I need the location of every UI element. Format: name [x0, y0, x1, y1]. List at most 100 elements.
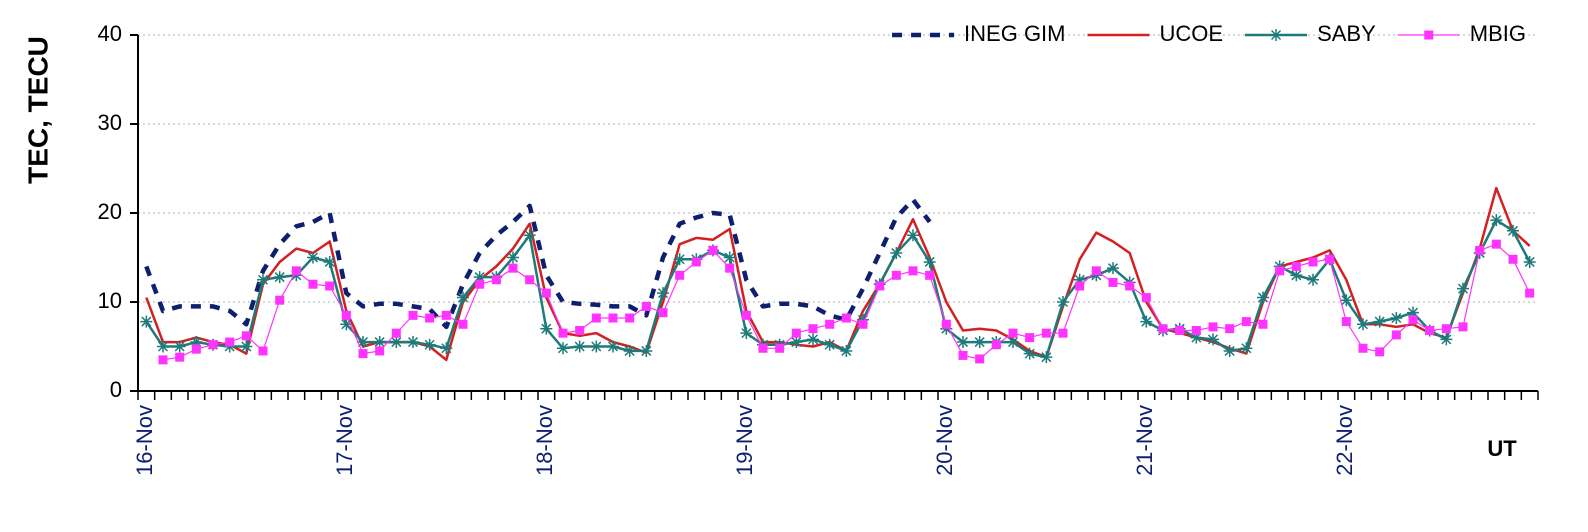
point: [841, 313, 851, 323]
point: [891, 270, 901, 280]
point: [158, 355, 168, 365]
legend-label: MBIG: [1470, 21, 1526, 46]
point: [808, 324, 818, 334]
point: [1358, 343, 1368, 353]
point: [641, 301, 651, 311]
point: [1340, 294, 1353, 307]
point: [275, 295, 285, 305]
point: [907, 229, 919, 242]
legend-marker: [1424, 30, 1434, 40]
point: [1208, 322, 1218, 332]
point: [340, 318, 353, 331]
point: [1391, 330, 1401, 340]
point: [1223, 344, 1236, 357]
point: [608, 313, 618, 323]
point: [1307, 273, 1319, 286]
point: [457, 291, 469, 304]
legend-label: INEG GIM: [964, 21, 1065, 46]
x-tick-label: 22-Nov: [1332, 405, 1357, 476]
point: [1175, 325, 1185, 335]
point: [1207, 333, 1219, 346]
point: [1058, 328, 1068, 338]
point: [1291, 261, 1301, 271]
point: [875, 281, 885, 291]
point: [323, 255, 336, 268]
point: [1125, 281, 1135, 291]
point: [341, 310, 351, 320]
point: [240, 340, 253, 353]
point: [1225, 324, 1235, 334]
point: [441, 310, 451, 320]
point: [590, 340, 603, 353]
point: [858, 319, 868, 329]
point: [541, 288, 551, 298]
point: [573, 340, 586, 353]
y-tick-label: 0: [110, 377, 122, 402]
point: [475, 279, 485, 289]
point: [708, 245, 718, 255]
point: [1440, 333, 1453, 346]
point: [491, 275, 501, 285]
point: [657, 287, 669, 300]
point: [1057, 296, 1069, 308]
point: [1373, 315, 1386, 328]
point: [357, 336, 369, 349]
point: [540, 322, 553, 335]
y-tick-label: 20: [98, 199, 122, 224]
point: [173, 340, 186, 353]
point: [1341, 317, 1351, 327]
point: [791, 328, 801, 338]
point: [958, 350, 968, 360]
point: [191, 344, 201, 354]
point: [741, 310, 751, 320]
point: [1108, 277, 1118, 287]
point: [291, 266, 301, 276]
point: [241, 331, 251, 341]
point: [807, 333, 819, 346]
x-tick-label: 18-Nov: [532, 405, 557, 476]
point: [1457, 282, 1469, 295]
point: [1275, 266, 1285, 276]
point: [407, 336, 419, 349]
point: [1290, 269, 1303, 282]
point: [308, 279, 318, 289]
point: [375, 346, 385, 356]
y-tick-label: 30: [98, 110, 122, 135]
point: [1525, 288, 1535, 298]
point: [1308, 257, 1318, 267]
point: [1075, 281, 1085, 291]
point: [523, 229, 536, 242]
point: [1325, 254, 1335, 264]
point: [1407, 306, 1419, 319]
legend-label: SABY: [1317, 21, 1376, 46]
point: [190, 336, 203, 349]
x-tick-label: 20-Nov: [932, 405, 957, 476]
point: [658, 308, 668, 318]
point: [1490, 214, 1503, 227]
point: [1141, 293, 1151, 303]
point: [1258, 319, 1268, 329]
point: [1375, 347, 1385, 357]
point: [1507, 224, 1519, 237]
point: [507, 251, 519, 264]
point: [1025, 333, 1035, 343]
point: [975, 354, 985, 364]
point: [225, 337, 235, 347]
point: [1140, 315, 1153, 328]
point: [758, 343, 768, 353]
y-axis-label: TEC, TECU: [22, 36, 53, 184]
point: [973, 336, 986, 349]
y-tick-label: 10: [98, 288, 122, 313]
point: [358, 349, 368, 359]
x-tick-label: 16-Nov: [132, 405, 157, 476]
point: [840, 344, 853, 357]
point: [440, 342, 453, 355]
point: [1008, 328, 1018, 338]
point: [890, 247, 903, 260]
point: [391, 328, 401, 338]
point: [908, 266, 918, 276]
point: [725, 263, 735, 273]
point: [558, 328, 568, 338]
point: [307, 251, 319, 264]
point: [1190, 331, 1203, 344]
